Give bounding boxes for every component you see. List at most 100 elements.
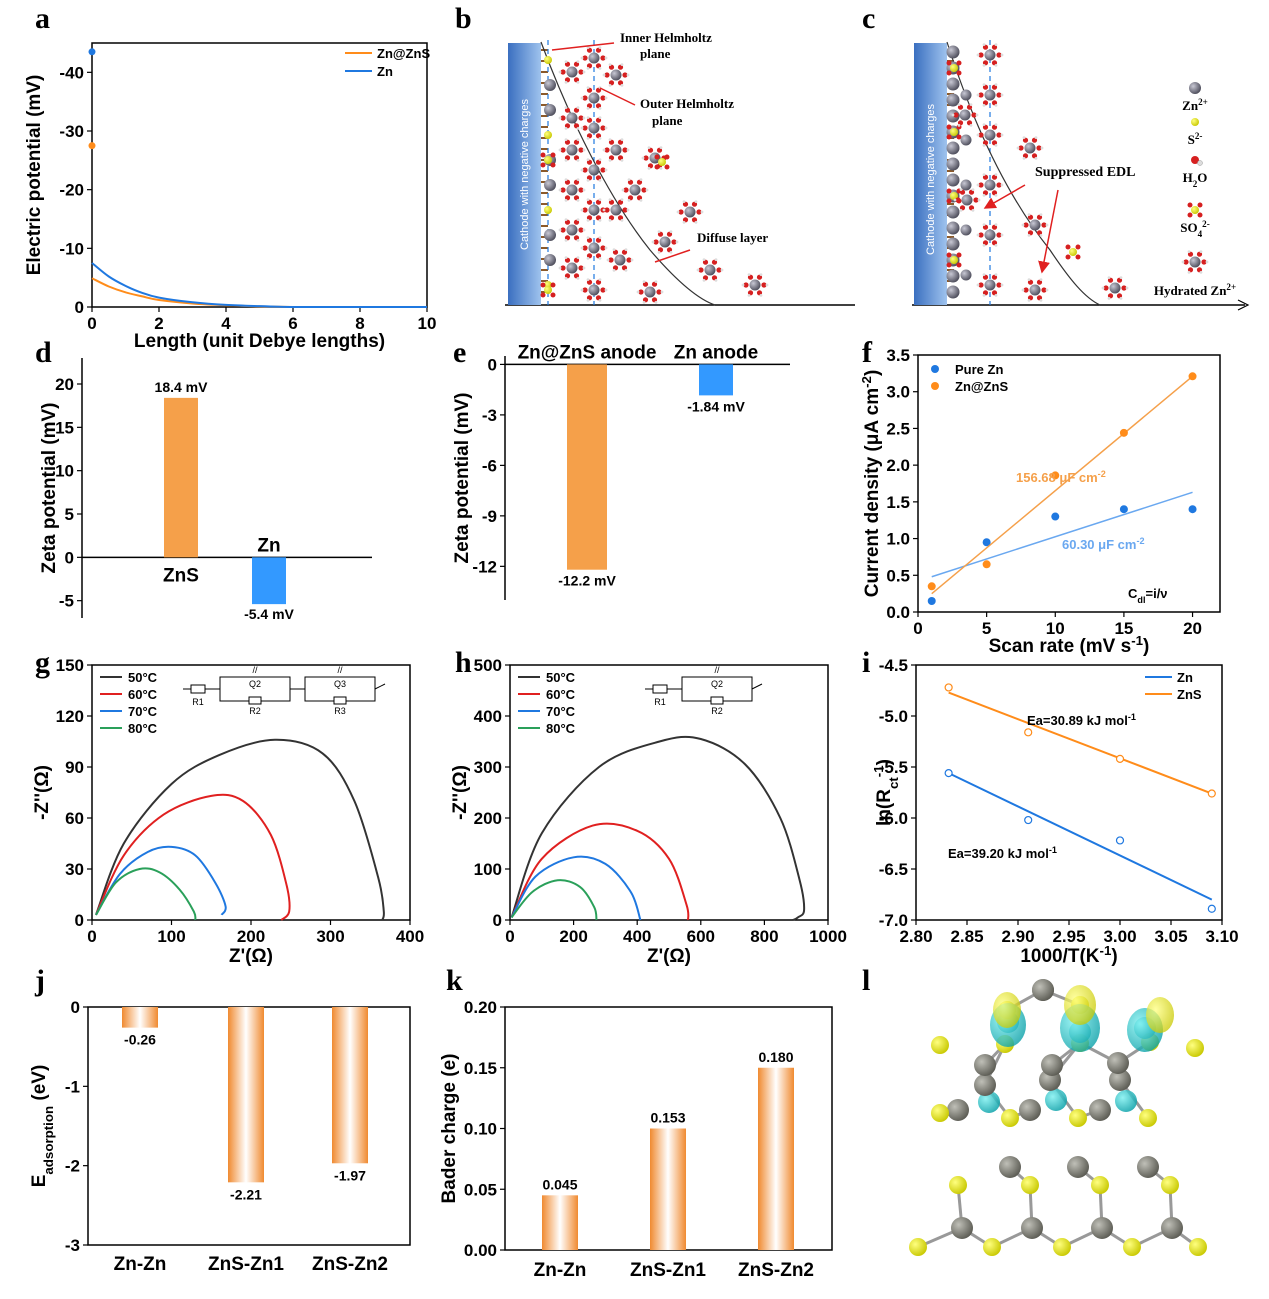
water-h xyxy=(586,106,590,110)
y-tick-label: 3.5 xyxy=(886,346,910,365)
water-h xyxy=(982,63,986,67)
water-o xyxy=(604,207,610,213)
water-h xyxy=(598,66,602,70)
zinc-atom xyxy=(1019,1099,1041,1121)
sulfate-o xyxy=(664,154,670,160)
y-axis-title: Electric potential (mV) xyxy=(24,75,45,276)
water-h xyxy=(598,236,602,240)
water-h xyxy=(620,158,624,162)
water-h xyxy=(994,83,998,87)
x-tick-label: 3.00 xyxy=(1103,927,1136,946)
water-h xyxy=(580,168,584,172)
y-tick-label: 30 xyxy=(65,860,84,879)
water-h xyxy=(636,290,640,294)
water-h xyxy=(598,278,602,282)
zn-ion xyxy=(1189,256,1201,268)
zn-ion xyxy=(629,184,641,196)
data-point-Pure Zn xyxy=(927,596,936,605)
water-h xyxy=(558,70,562,74)
water-h xyxy=(994,273,998,277)
panel-label-l: l xyxy=(862,964,870,997)
water-h xyxy=(976,93,980,97)
hydrated-zn xyxy=(953,188,981,212)
water-h xyxy=(994,63,998,67)
water-h xyxy=(1021,288,1025,292)
zn-ion xyxy=(984,49,996,61)
water-h xyxy=(976,233,980,237)
water-o xyxy=(622,147,628,153)
zn-ion xyxy=(946,157,960,171)
water-h xyxy=(1000,283,1004,287)
hydrated-zn xyxy=(558,60,586,84)
water-h xyxy=(976,133,980,137)
water-h xyxy=(654,300,658,304)
water-o xyxy=(600,95,606,101)
label-ihp-1: Inner Helmholtz xyxy=(620,30,712,45)
circuit-label: R1 xyxy=(192,697,204,707)
zinc-atom xyxy=(947,1099,969,1121)
y-axis-title: -Z''(Ω) xyxy=(32,765,53,820)
x-tick-label: 200 xyxy=(237,927,265,946)
water-h xyxy=(582,148,586,152)
bar-Zn@ZnS anode xyxy=(567,364,607,570)
hydrated-zn xyxy=(580,158,608,182)
water-h xyxy=(659,166,663,170)
sulfur-atom xyxy=(983,1238,1001,1256)
zn-ion xyxy=(1029,219,1041,231)
water-h xyxy=(1021,223,1025,227)
zinc-atom xyxy=(1067,1156,1089,1178)
water-h xyxy=(669,230,673,234)
water-h xyxy=(669,250,673,254)
water-h xyxy=(994,143,998,147)
water-h xyxy=(558,266,562,270)
water-h xyxy=(1027,298,1031,302)
zn-ion xyxy=(1024,142,1036,154)
water-h xyxy=(620,218,624,222)
water-h xyxy=(604,96,608,100)
zn-ion xyxy=(588,92,600,104)
sulfur-atom xyxy=(931,1104,949,1122)
hydrated-zn xyxy=(602,138,630,162)
water-o xyxy=(600,55,606,61)
sulfate-o xyxy=(946,134,952,140)
zn-ion xyxy=(544,254,556,266)
water-h xyxy=(994,103,998,107)
sulfate-o xyxy=(946,60,952,66)
water-h xyxy=(586,298,590,302)
y-tick-label: -4.5 xyxy=(879,656,908,675)
x-axis-title: Scan rate (mV s-1) xyxy=(989,633,1150,658)
water-h xyxy=(586,158,590,162)
legend-label: 50°C xyxy=(128,670,158,685)
hydrated-zn xyxy=(976,223,1004,247)
water-h xyxy=(747,293,751,297)
x-tick-label: 2.85 xyxy=(950,927,983,946)
water-h xyxy=(1022,156,1026,160)
water-h xyxy=(602,148,606,152)
pointer-diffuse xyxy=(654,249,691,263)
water-h xyxy=(564,138,568,142)
water-h xyxy=(982,243,986,247)
water-h xyxy=(645,188,649,192)
y-tick-label: 0 xyxy=(75,298,84,317)
data-point-Zn@ZnS xyxy=(1119,428,1128,437)
charge-depletion-lobe xyxy=(1045,1089,1067,1111)
cpe-icon: // xyxy=(252,665,258,675)
zn-ion xyxy=(946,93,960,107)
water-h xyxy=(598,158,602,162)
ion-cluster xyxy=(540,46,769,304)
circuit-label: Q2 xyxy=(249,679,261,689)
water-h xyxy=(1027,278,1031,282)
charge-accumulation-lobe xyxy=(993,992,1021,1028)
water-h xyxy=(1119,296,1123,300)
charge-depletion-lobe xyxy=(978,1091,1000,1113)
zn-ion xyxy=(960,224,972,236)
s-ion xyxy=(544,206,552,214)
water-h xyxy=(675,240,679,244)
y-tick-label: 0 xyxy=(71,998,80,1017)
water-h xyxy=(994,173,998,177)
water-o xyxy=(600,245,606,251)
y-axis-title: Zeta potential (mV) xyxy=(39,402,60,573)
panel-label-c: c xyxy=(862,2,875,35)
resistor-icon xyxy=(333,696,347,705)
water-h xyxy=(1034,136,1038,140)
